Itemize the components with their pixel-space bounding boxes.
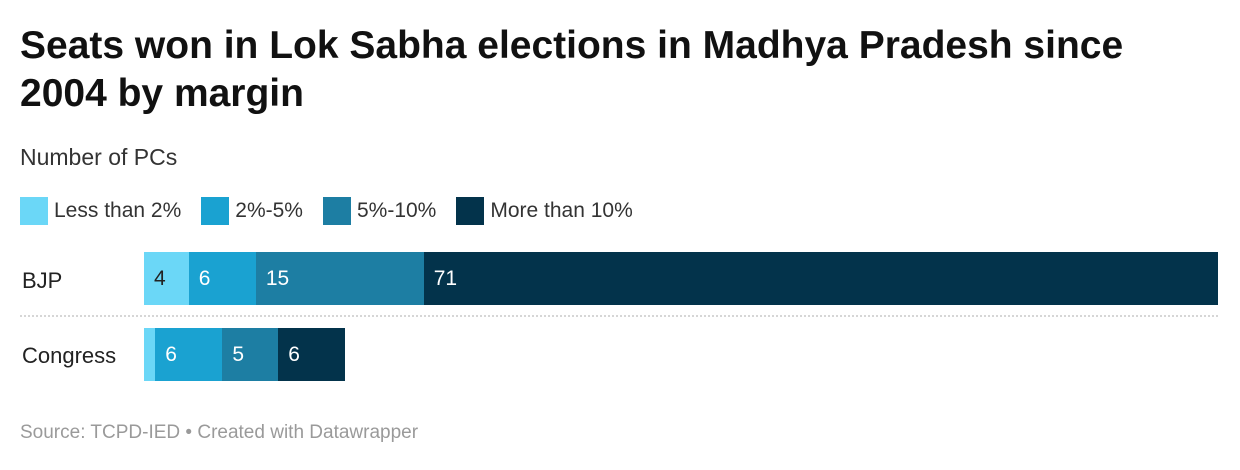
legend-item-more-than-10: More than 10% (456, 197, 633, 225)
data-label-congress-5-10: 5 (232, 342, 244, 366)
legend-item-2-5: 2%-5% (201, 197, 303, 225)
data-label-congress-more-than-10: 6 (288, 342, 300, 366)
legend-label-5-10: 5%-10% (356, 199, 437, 222)
legend-label-less-than-2: Less than 2% (54, 199, 182, 222)
bar-segment-bjp-less-than-2: 4 (144, 252, 189, 305)
legend-swatch-more-than-10 (456, 197, 485, 225)
bar-segment-bjp-5-10: 15 (255, 252, 424, 305)
data-label-bjp-2-5: 6 (198, 266, 211, 290)
legend: Less than 2% 2%-5% 5%-10% More than 10% (20, 196, 653, 226)
bar-segment-bjp-more-than-10: 71 (423, 252, 1218, 305)
source-note: Source: TCPD-IED • Created with Datawrap… (20, 422, 419, 443)
data-label-congress-2-5: 6 (165, 342, 177, 366)
data-label-bjp-5-10: 15 (265, 266, 290, 290)
row-label-congress: Congress (22, 343, 117, 368)
chart-title: Seats won in Lok Sabha elections in Madh… (20, 24, 1124, 115)
bar-bjp: 4 6 15 71 (144, 252, 1218, 305)
row-divider (20, 315, 1218, 317)
legend-swatch-5-10 (322, 197, 351, 225)
bar-segment-congress-5-10: 5 (222, 328, 279, 381)
legend-label-2-5: 2%-5% (235, 199, 303, 222)
legend-item-5-10: 5%-10% (322, 197, 437, 225)
chart-subtitle: Number of PCs (20, 144, 178, 170)
bar-segment-congress-more-than-10: 6 (278, 328, 346, 381)
legend-item-less-than-2: Less than 2% (20, 197, 181, 225)
legend-swatch-less-than-2 (20, 197, 48, 225)
bar-congress: 6 5 6 (144, 328, 346, 381)
data-label-bjp-less-than-2: 4 (154, 266, 166, 290)
data-label-bjp-more-than-10: 71 (433, 266, 458, 290)
row-label-bjp: BJP (22, 268, 63, 293)
legend-swatch-2-5 (201, 197, 230, 225)
bar-segment-congress-less-than-2 (144, 328, 156, 381)
bar-segment-bjp-2-5: 6 (188, 252, 256, 305)
bar-segment-congress-2-5: 6 (155, 328, 223, 381)
legend-label-more-than-10: More than 10% (490, 199, 633, 222)
